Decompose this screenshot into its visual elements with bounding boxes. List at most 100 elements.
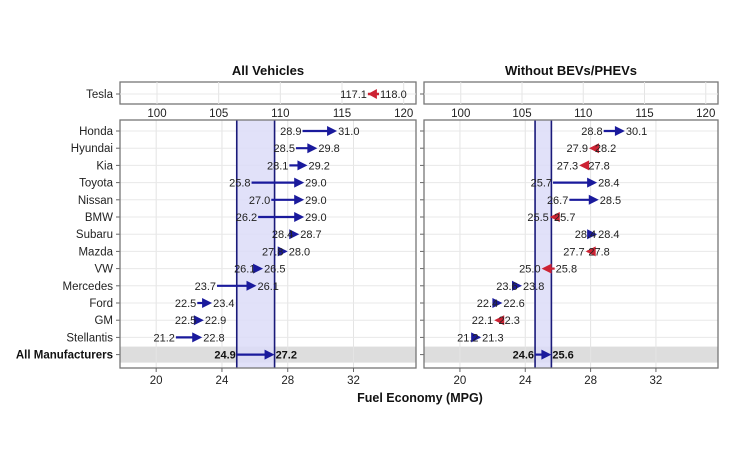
tesla-panel-frame: [423, 81, 719, 105]
from-label-kia: 28.1: [267, 160, 288, 172]
from-label-ford: 22.5: [175, 298, 196, 310]
from-label-vw: 26.1: [234, 264, 255, 276]
from-label-hyundai: 28.5: [274, 143, 295, 155]
top-axis-tick-label: 100: [451, 108, 470, 120]
to-label-subaru: 28.4: [598, 229, 619, 241]
top-axis-tick-label: 110: [271, 108, 289, 120]
to-label-gm: 22.1: [472, 315, 493, 327]
category-label-kia: Kia: [96, 160, 113, 172]
category-label-mercedes: Mercedes: [63, 281, 114, 293]
from-label-vw: 25.8: [556, 264, 577, 276]
category-label-honda: Honda: [79, 126, 113, 138]
arrow-head-nissan: [588, 194, 599, 205]
from-label-mercedes: 23.6: [496, 281, 517, 293]
from-label-honda: 28.8: [581, 126, 602, 138]
arrow-head-bmw: [549, 212, 560, 222]
from-label-bmw: 26.2: [236, 212, 257, 224]
from-label-nissan: 27.0: [249, 195, 270, 207]
arrow-head-toyota: [294, 177, 305, 188]
main-panel-frame: [423, 119, 719, 369]
arrow-head-hyundai: [307, 143, 318, 154]
top-axis-tick-label: 115: [635, 108, 653, 120]
category-label-tesla: Tesla: [86, 89, 113, 101]
to-label-vw: 25.0: [519, 264, 540, 276]
average-band: [535, 120, 552, 368]
to-label-toyota: 28.4: [598, 178, 619, 190]
from-label-mazda: 27.8: [588, 246, 609, 258]
to-label-kia: 27.3: [557, 160, 578, 172]
arrow-head-subaru: [587, 229, 598, 240]
to-label-mazda: 28.0: [289, 246, 310, 258]
from-label-mazda: 27.8: [262, 246, 283, 258]
arrow-head-kia: [579, 160, 590, 171]
arrow-head-vw: [253, 263, 264, 274]
top-axis-tick-label: 105: [209, 108, 228, 120]
from-label-kia: 27.8: [588, 160, 609, 172]
panel-title: Without BEVs/PHEVs: [505, 63, 637, 78]
arrow-head-ford: [492, 298, 503, 308]
to-label-mercedes: 26.1: [257, 281, 278, 293]
category-label-bmw: BMW: [85, 212, 113, 224]
to-label-stellantis: 22.8: [203, 332, 224, 344]
arrow-head-gm: [494, 315, 505, 326]
average-band: [236, 120, 275, 368]
arrow-head-mercedes: [246, 280, 257, 291]
to-label-kia: 29.2: [308, 160, 329, 172]
arrow-head-honda: [614, 126, 625, 136]
from-label-subaru: 28.4: [272, 229, 293, 241]
panel-without-bevs-phevs: Without BEVs/PHEVs 100 105 110 115 120 28.8 30.…: [420, 63, 719, 387]
top-axis-tick-label: 120: [394, 108, 413, 120]
category-label-all-manufacturers: All Manufacturers: [16, 350, 113, 362]
from-label-stellantis: 21.2: [153, 332, 174, 344]
tesla-from-label: 118.0: [380, 89, 407, 101]
bottom-axis-tick-label: 32: [650, 375, 663, 387]
arrow-head-subaru: [289, 229, 300, 240]
to-label-all-manufacturers: 27.2: [276, 350, 297, 362]
arrow-head-vw: [541, 263, 552, 274]
from-label-subaru: 28.4: [575, 229, 596, 241]
arrow-head-bmw: [294, 212, 305, 222]
from-label-ford: 22.4: [477, 298, 498, 310]
bottom-axis-tick-label: 20: [454, 375, 467, 387]
category-label-vw: VW: [94, 264, 113, 276]
from-label-hyundai: 28.2: [595, 143, 616, 155]
arrow-head-all-manufacturers: [541, 349, 552, 360]
to-label-bmw: 25.5: [527, 212, 548, 224]
arrow-head-all-manufacturers: [264, 349, 275, 360]
category-label-hyundai: Hyundai: [71, 143, 113, 155]
arrow-head-ford: [202, 298, 213, 308]
top-axis-tick-label: 120: [696, 108, 715, 120]
to-label-bmw: 29.0: [305, 212, 326, 224]
arrow-head-honda: [327, 126, 338, 136]
to-label-subaru: 28.7: [300, 229, 321, 241]
from-label-gm: 22.3: [499, 315, 520, 327]
top-axis-tick-label: 100: [147, 108, 166, 120]
to-label-toyota: 29.0: [305, 178, 326, 190]
to-label-honda: 30.1: [626, 126, 647, 138]
to-label-nissan: 29.0: [305, 195, 326, 207]
main-panel-frame: [119, 119, 417, 369]
arrow-head-mazda: [585, 246, 596, 257]
to-label-hyundai: 29.8: [318, 143, 339, 155]
panel-title: All Vehicles: [232, 63, 304, 78]
from-label-all-manufacturers: 24.6: [513, 350, 534, 362]
total-row-highlight: [424, 346, 718, 363]
top-axis-tick-label: 105: [512, 108, 531, 120]
panel-all-vehicles: All Vehicles 100 105 110 115 120 Tesla 118.0 117…: [16, 63, 417, 387]
to-label-gm: 22.9: [205, 315, 226, 327]
from-label-stellantis: 21.2: [457, 332, 478, 344]
arrow-head-kia: [297, 160, 308, 171]
arrow-head-gm: [193, 315, 204, 326]
main-panel-bg: [424, 120, 718, 368]
to-label-mazda: 27.7: [563, 246, 584, 258]
bottom-axis-tick-label: 24: [519, 375, 532, 387]
from-label-toyota: 25.7: [531, 178, 552, 190]
from-label-bmw: 25.7: [554, 212, 575, 224]
arrow-head-mazda: [277, 246, 288, 257]
bottom-axis-tick-label: 24: [216, 375, 229, 387]
bottom-axis-tick-label: 32: [347, 375, 360, 387]
to-label-ford: 22.6: [503, 298, 524, 310]
from-label-gm: 22.5: [175, 315, 196, 327]
to-label-vw: 26.5: [264, 264, 285, 276]
